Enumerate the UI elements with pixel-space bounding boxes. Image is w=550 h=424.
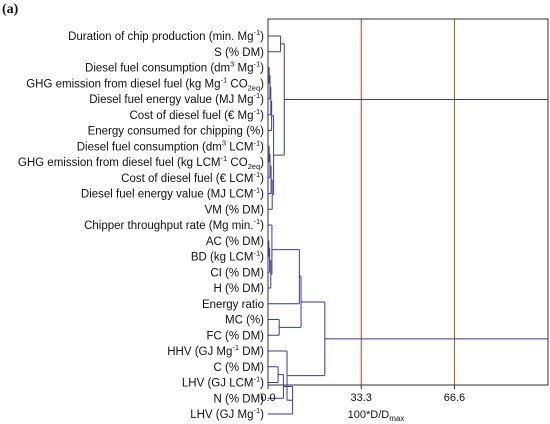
leaf-label: LHV (GJ Mg-1): [190, 406, 264, 421]
leaf-label-sup: -1: [253, 170, 260, 179]
leaf-label: Diesel fuel consumption (dm3 Mg-1): [85, 60, 264, 75]
leaf-label-text: Chipper throughput rate (Mg min.: [84, 220, 253, 232]
leaf-label-text: HHV (GJ Mg: [167, 346, 232, 358]
leaf-label-sup: -1: [253, 60, 260, 69]
leaf-label-text: ): [260, 189, 264, 201]
leaf-label-sup: -1: [253, 186, 260, 195]
leaf-label: LHV (GJ LCM-1): [182, 375, 264, 390]
leaf-labels: Duration of chip production (min. Mg-1)S…: [18, 28, 264, 421]
leaf-label-sup: -1: [221, 75, 228, 84]
reference-lines: [360, 19, 455, 385]
leaf-label: CI (% DM): [210, 267, 264, 279]
leaf-label-text: Energy ratio: [202, 299, 264, 311]
leaf-label-text: ): [260, 409, 264, 421]
leaf-label: Diesel fuel energy value (MJ Mg-1): [89, 91, 264, 106]
leaf-label-text: Duration of chip production (min. Mg: [68, 31, 253, 43]
dendrogram-branches: [268, 35, 549, 415]
leaf-label: VM (% DM): [205, 204, 265, 216]
x-axis-label-main: 100*D/D: [348, 409, 390, 421]
leaf-label: N (% DM): [214, 393, 265, 405]
leaf-label-text: ): [260, 173, 264, 185]
leaf-label-sub: 2eq: [248, 162, 261, 171]
x-axis-label: 100*D/Dmax: [348, 409, 405, 423]
leaf-label: Energy consumed for chipping (%): [88, 126, 265, 138]
leaf-label-text: Diesel fuel consumption (dm: [85, 63, 230, 75]
leaf-label-text: Energy consumed for chipping (%): [88, 126, 265, 138]
leaf-label-text: H (% DM): [214, 283, 265, 295]
leaf-label: GHG emission from diesel fuel (kg Mg-1 C…: [26, 75, 264, 92]
leaf-label: GHG emission from diesel fuel (kg LCM-1 …: [18, 154, 264, 171]
leaf-label-sup: -1: [253, 249, 260, 258]
leaf-label-sup: -1: [253, 107, 260, 116]
leaf-label-sup: -1: [221, 154, 228, 163]
leaf-label-sup: -1: [232, 343, 239, 352]
leaf-label-text: LCM: [226, 141, 253, 153]
leaf-label-sup: 3: [230, 60, 234, 69]
leaf-label: H (% DM): [214, 283, 265, 295]
leaf-label-sub: 2eq: [248, 83, 261, 92]
leaf-label: Cost of diesel fuel (€ Mg-1): [129, 107, 264, 122]
leaf-label-sup: 3: [222, 138, 226, 147]
leaf-label-text: ): [260, 220, 264, 232]
leaf-label: C (% DM): [214, 362, 265, 374]
x-axis-label-sub: max: [389, 414, 404, 423]
leaf-label-text: Diesel fuel consumption (dm: [77, 141, 222, 153]
leaf-label-text: Cost of diesel fuel (€ Mg: [129, 110, 253, 122]
leaf-label-text: ): [260, 78, 264, 90]
leaf-label-text: GHG emission from diesel fuel (kg LCM: [18, 157, 221, 169]
leaf-label-text: LHV (GJ LCM: [182, 378, 254, 390]
leaf-label-sup: -1: [253, 138, 260, 147]
leaf-label: Cost of diesel fuel (€ LCM-1): [121, 170, 264, 185]
leaf-label-text: BD (kg LCM: [191, 252, 254, 264]
leaf-label: FC (% DM): [207, 330, 265, 342]
leaf-label: Chipper throughput rate (Mg min.-1): [84, 217, 264, 232]
leaf-label: AC (% DM): [206, 236, 264, 248]
x-tick-label: 66.6: [444, 392, 465, 404]
x-tick-label: 0.0: [260, 392, 275, 404]
leaf-label-text: AC (% DM): [206, 236, 264, 248]
leaf-label-text: CI (% DM): [210, 267, 264, 279]
panel-label: (a): [2, 2, 19, 17]
leaf-label-text: FC (% DM): [207, 330, 265, 342]
leaf-label-text: Diesel fuel energy value (MJ LCM: [81, 189, 254, 201]
leaf-label-text: CO: [227, 157, 248, 169]
x-tick-label: 33.3: [351, 392, 372, 404]
leaf-label-sup: -1: [253, 91, 260, 100]
leaf-label-text: ): [260, 63, 264, 75]
leaf-label-text: GHG emission from diesel fuel (kg Mg: [26, 78, 220, 90]
leaf-label: Energy ratio: [202, 299, 264, 311]
leaf-label-text: ): [260, 94, 264, 106]
leaf-label-sup: -1: [253, 28, 260, 37]
leaf-label-text: N (% DM): [214, 393, 265, 405]
leaf-label-text: Diesel fuel energy value (MJ Mg: [89, 94, 253, 106]
leaf-label: BD (kg LCM-1): [191, 249, 264, 264]
leaf-label: Duration of chip production (min. Mg-1): [68, 28, 264, 43]
leaf-label: MC (%): [225, 315, 264, 327]
leaf-label-text: LHV (GJ Mg: [190, 409, 253, 421]
leaf-label-text: S (% DM): [214, 47, 264, 59]
leaf-label-text: CO: [227, 78, 248, 90]
leaf-label-text: Mg: [234, 63, 253, 75]
leaf-label-text: ): [260, 110, 264, 122]
leaf-label-text: MC (%): [225, 315, 264, 327]
leaf-label-sup: -1: [253, 406, 260, 415]
leaf-label-text: ): [260, 141, 264, 153]
leaf-label-text: C (% DM): [214, 362, 265, 374]
leaf-label-text: ): [260, 31, 264, 43]
plot-frame: [267, 18, 549, 386]
leaf-label-text: Cost of diesel fuel (€ LCM: [121, 173, 253, 185]
leaf-label: Diesel fuel energy value (MJ LCM-1): [81, 186, 264, 201]
leaf-label: Diesel fuel consumption (dm3 LCM-1): [77, 138, 264, 153]
leaf-label-text: ): [260, 378, 264, 390]
x-axis-ticks: 0.0 33.3 66.6: [260, 385, 465, 404]
leaf-label-text: DM): [239, 346, 264, 358]
leaf-label-text: ): [260, 157, 264, 169]
leaf-label: HHV (GJ Mg-1 DM): [167, 343, 264, 358]
leaf-label-sup: -1: [253, 217, 260, 226]
leaf-label-sup: -1: [253, 375, 260, 384]
leaf-label-text: VM (% DM): [205, 204, 265, 216]
leaf-label-text: ): [260, 252, 264, 264]
leaf-label: S (% DM): [214, 47, 264, 59]
